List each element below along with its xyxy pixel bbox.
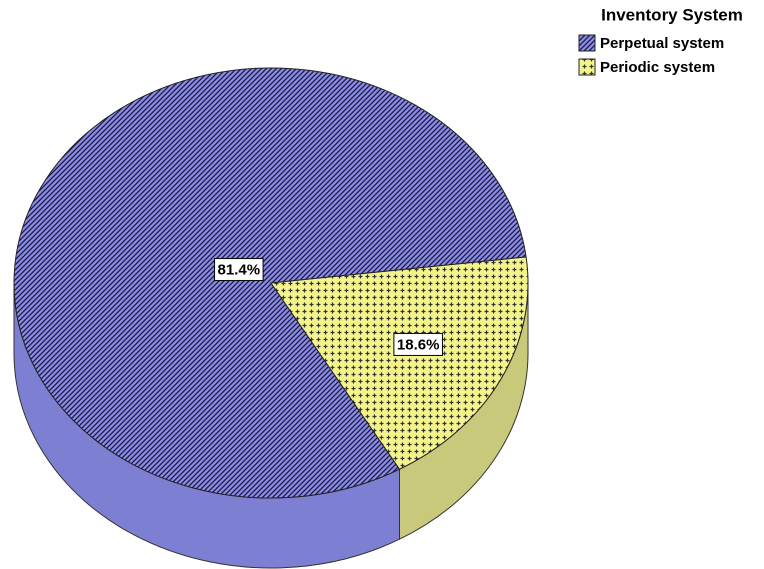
slice	[270, 256, 529, 470]
legend-text: Perpetual system	[600, 35, 724, 52]
slice-label: 81.4%	[218, 262, 261, 279]
legend: Inventory System Perpetual system Periodi…	[578, 5, 743, 76]
labels: 81.4% 18.6%	[214, 258, 443, 356]
slice	[13, 67, 527, 499]
legend-text: Periodic system	[600, 59, 715, 76]
slice-label: 18.6%	[397, 336, 440, 353]
legend-swatch	[578, 58, 596, 76]
legend-swatch	[578, 34, 596, 52]
label-box	[393, 332, 443, 356]
legend-title: Inventory System	[601, 5, 743, 24]
label-box	[214, 258, 264, 282]
pie	[13, 67, 529, 569]
